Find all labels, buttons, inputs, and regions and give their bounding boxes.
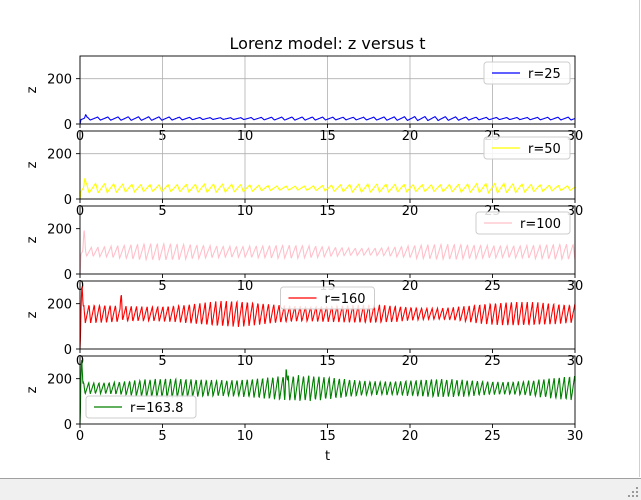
y-tick-label: 200 xyxy=(47,148,72,163)
legend: r=100 xyxy=(475,211,571,235)
legend-label: r=163.8 xyxy=(130,401,183,416)
series-line-r-25 xyxy=(79,113,576,125)
x-tick-label: 5 xyxy=(158,429,166,444)
x-tick-label: 20 xyxy=(402,279,419,294)
y-axis-label: z xyxy=(25,386,40,393)
x-tick-label: 10 xyxy=(237,354,254,369)
legend-box xyxy=(280,286,375,310)
x-tick-label: 10 xyxy=(237,279,254,294)
legend: r=50 xyxy=(483,136,571,160)
legend-label: r=160 xyxy=(325,292,366,307)
y-tick-label: 200 xyxy=(47,73,72,88)
x-tick-label: 10 xyxy=(237,429,254,444)
y-tick-label: 200 xyxy=(47,298,72,313)
y-tick-label: 200 xyxy=(47,223,72,238)
legend-box xyxy=(475,211,571,235)
x-tick-label: 15 xyxy=(319,429,336,444)
resize-grip-icon[interactable] xyxy=(627,486,639,498)
y-axis-label: z xyxy=(25,236,40,243)
y-tick-label: 0 xyxy=(64,418,72,433)
x-tick-label: 20 xyxy=(402,204,419,219)
y-axis-label: z xyxy=(25,311,40,318)
x-tick-label: 5 xyxy=(158,354,166,369)
y-tick-label: 0 xyxy=(64,343,72,358)
x-tick-label: 20 xyxy=(402,429,419,444)
y-axis-label: z xyxy=(25,161,40,168)
x-tick-label: 20 xyxy=(402,354,419,369)
series-line-r-160 xyxy=(79,286,576,350)
legend-label: r=25 xyxy=(528,67,561,82)
legend-box xyxy=(483,61,571,85)
legend-box xyxy=(85,395,197,419)
x-tick-label: 25 xyxy=(484,354,501,369)
y-tick-label: 0 xyxy=(64,118,72,133)
series-line-r-100 xyxy=(79,230,576,275)
legend: r=25 xyxy=(483,61,571,85)
y-tick-label: 200 xyxy=(47,373,72,388)
legend: r=160 xyxy=(280,286,375,310)
subplot-5: 0 5 10 15 20 25 30 0 200 z r=163.8 t xyxy=(25,355,584,464)
figure-canvas: Lorenz model: z versus t0510152025300200… xyxy=(25,34,584,464)
series-line-r-50 xyxy=(79,178,576,200)
x-axis-label: t xyxy=(325,449,330,464)
x-tick-label: 25 xyxy=(484,429,501,444)
legend-box xyxy=(483,136,571,160)
y-axis-label: z xyxy=(25,86,40,93)
y-tick-label: 0 xyxy=(64,193,72,208)
y-tick-label: 0 xyxy=(64,268,72,283)
chart-title: Lorenz model: z versus t xyxy=(230,34,426,53)
x-tick-label: 30 xyxy=(567,429,584,444)
lorenz-chart: Lorenz model: z versus t0510152025300200… xyxy=(25,34,584,464)
series-line-r-163-8 xyxy=(79,359,576,425)
x-tick-label: 25 xyxy=(484,279,501,294)
x-tick-label: 10 xyxy=(237,204,254,219)
x-tick-label: 15 xyxy=(319,354,336,369)
x-tick-label: 5 xyxy=(158,204,166,219)
legend: r=163.8 xyxy=(85,395,197,419)
x-tick-label: 5 xyxy=(158,279,166,294)
x-tick-label: 15 xyxy=(319,204,336,219)
x-tick-label: 0 xyxy=(76,429,84,444)
legend-label: r=50 xyxy=(528,142,561,157)
legend-label: r=100 xyxy=(520,217,561,232)
status-bar xyxy=(0,478,641,500)
